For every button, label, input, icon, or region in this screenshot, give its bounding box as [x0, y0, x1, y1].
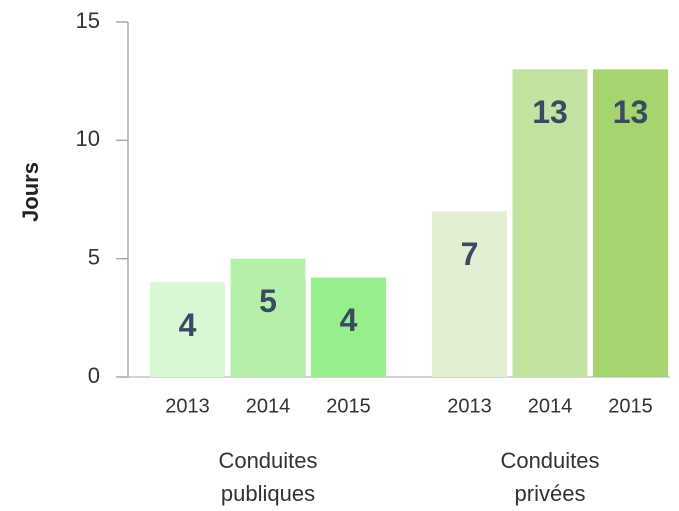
bar	[432, 211, 507, 377]
value-label: 13	[532, 94, 568, 130]
value-label: 13	[613, 94, 649, 130]
x-tick-label: 2015	[608, 395, 653, 417]
bar	[150, 282, 225, 377]
y-tick-label: 15	[76, 8, 100, 33]
y-axis-label: Jours	[18, 162, 43, 222]
bar	[230, 258, 306, 377]
value-label: 4	[340, 302, 358, 338]
value-label: 4	[179, 307, 197, 343]
y-tick-label: 0	[88, 363, 100, 388]
group-label: Conduites	[218, 448, 317, 473]
x-tick-label: 2013	[447, 395, 492, 417]
x-tick-label: 2013	[165, 395, 210, 417]
x-tick-label: 2014	[246, 395, 291, 417]
bar	[311, 277, 386, 377]
bar	[512, 69, 588, 377]
value-label: 5	[259, 283, 277, 319]
group-label: Conduites	[500, 448, 599, 473]
x-tick-label: 2014	[528, 395, 573, 417]
group-label: publiques	[221, 481, 315, 506]
group-label: privées	[515, 481, 586, 506]
y-tick-label: 5	[88, 244, 100, 269]
y-tick-label: 10	[76, 126, 100, 151]
bar	[593, 69, 668, 377]
x-tick-label: 2015	[326, 395, 371, 417]
value-label: 7	[461, 236, 479, 272]
